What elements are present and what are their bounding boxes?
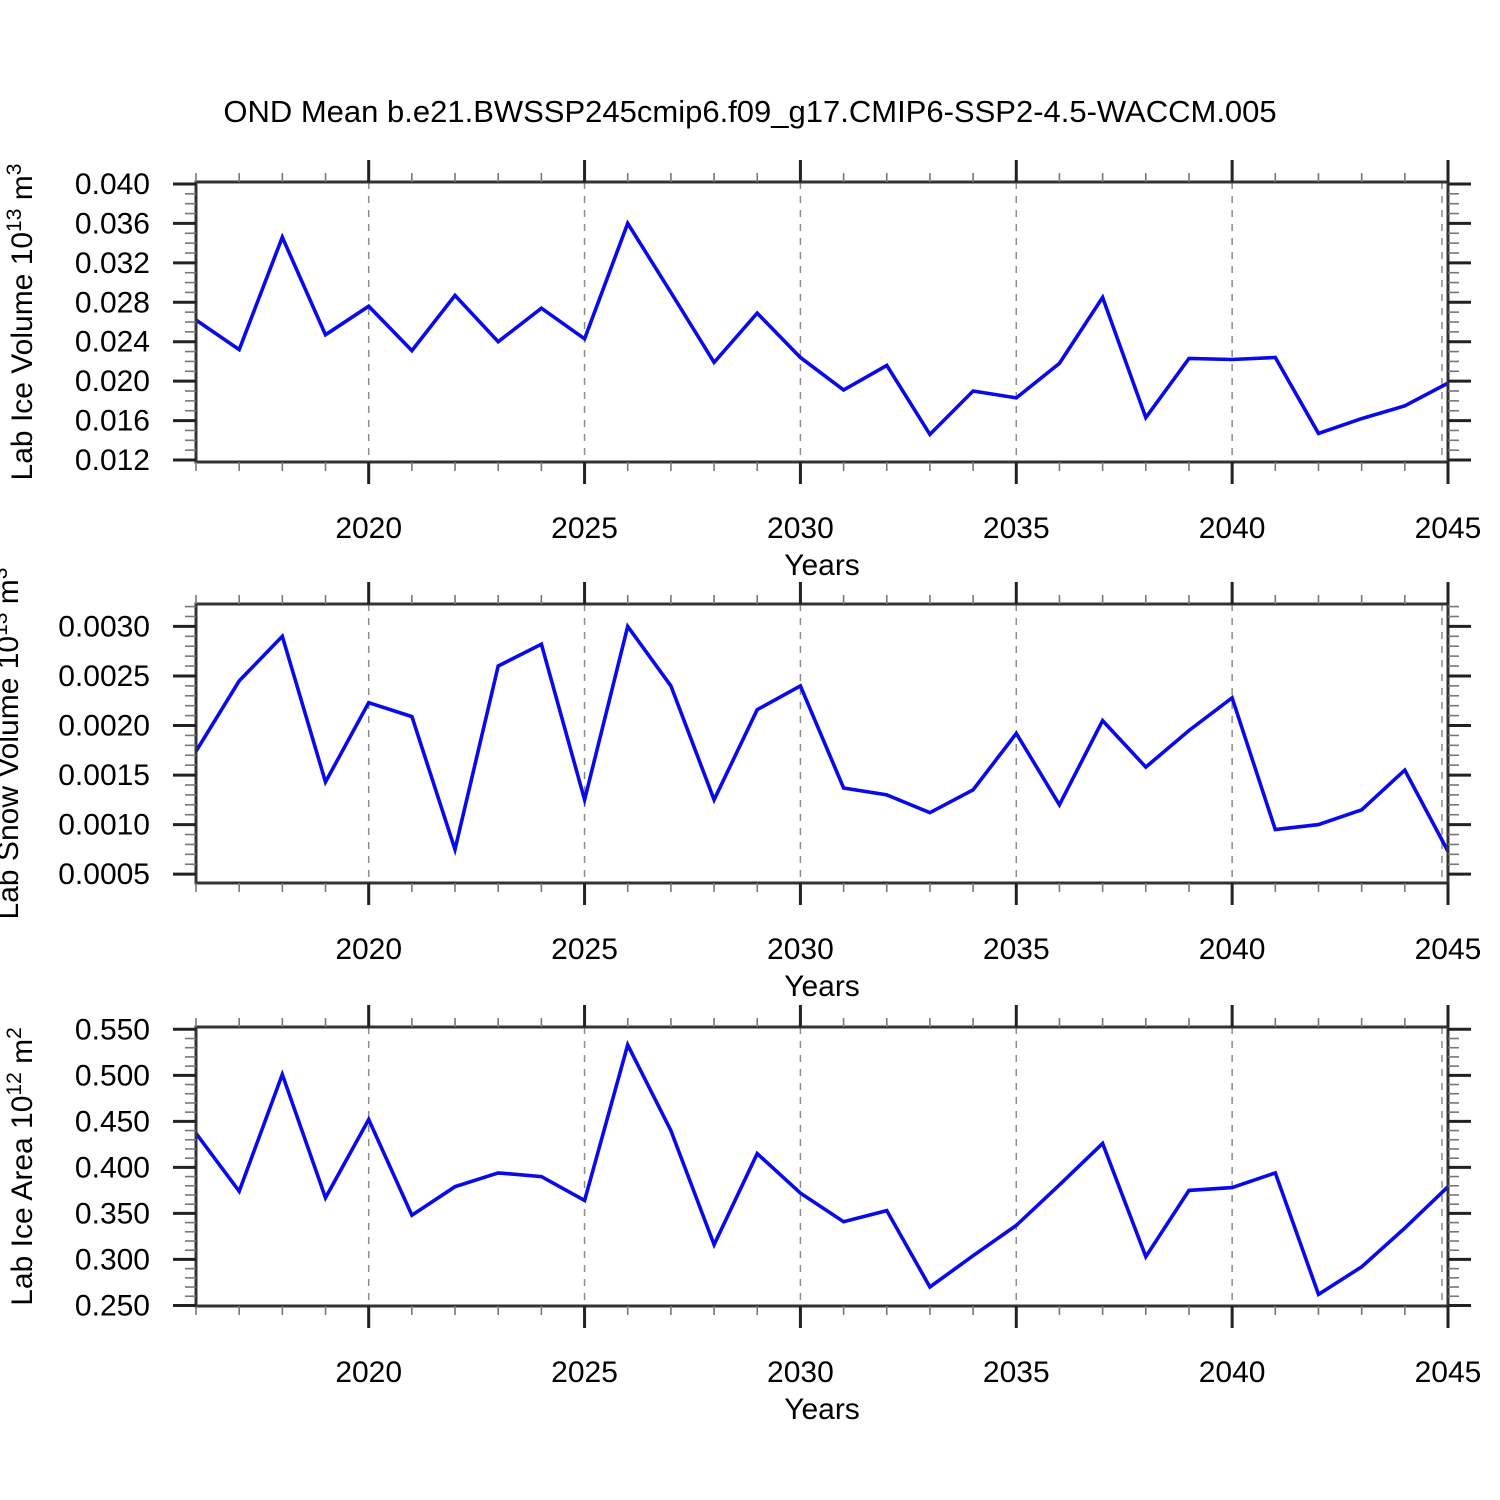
x-tick-label: 2035: [983, 933, 1050, 966]
x-tick-label: 2040: [1199, 1356, 1266, 1389]
y-tick-label: 0.300: [75, 1243, 150, 1276]
y-tick-label: 0.0005: [58, 858, 150, 891]
x-tick-label: 2030: [767, 1356, 834, 1389]
panel-lab-snow-volume: 2020 2025 2030 2035 2040 2045 0.0005 0.0010 0.00…: [0, 568, 1481, 1003]
x-axis-title: Years: [784, 549, 860, 582]
plot-frame: [194, 602, 1450, 885]
y-tick-label: 0.250: [75, 1289, 150, 1322]
x-tick-label: 2035: [983, 1356, 1050, 1389]
x-tick-label: 2030: [767, 933, 834, 966]
y-tick-label: 0.040: [75, 168, 150, 201]
y-axis-title: Lab Ice Area 1012 m2: [3, 1027, 39, 1306]
x-axis-title: Years: [784, 970, 860, 1003]
y-tick-label: 0.028: [75, 286, 150, 319]
y-tick-label: 0.016: [75, 405, 150, 438]
y-tick-label: 0.0025: [58, 660, 150, 693]
y-axis-title: Lab Ice Volume 1013 m3: [3, 164, 39, 481]
y-tick-label: 0.032: [75, 247, 150, 280]
y-tick-label: 0.0020: [58, 710, 150, 743]
x-tick-label: 2020: [335, 512, 402, 545]
x-tick-label: 2025: [551, 1356, 618, 1389]
y-tick-label: 0.550: [75, 1013, 150, 1046]
y-tick-label: 0.350: [75, 1197, 150, 1230]
y-tick-label: 0.024: [75, 326, 150, 359]
y-tick-label: 0.450: [75, 1105, 150, 1138]
x-tick-label: 2045: [1415, 933, 1482, 966]
y-tick-label: 0.020: [75, 365, 150, 398]
panel-lab-ice-volume: 2020 2025 2030 2035 2040 2045 0.012 0.016 0.020 0…: [3, 160, 1481, 582]
data-line-lab-ice-volume: [194, 219, 1449, 438]
y-tick-label: 0.400: [75, 1151, 150, 1184]
x-tick-label: 2035: [983, 512, 1050, 545]
x-tick-label: 2030: [767, 512, 834, 545]
y-tick-label: 0.036: [75, 207, 150, 240]
x-tick-label: 2040: [1199, 512, 1266, 545]
y-tick-label: 0.0030: [58, 610, 150, 643]
y-axis-title: Lab Snow Volume 1013 m3: [0, 568, 25, 920]
y-tick-label: 0.0015: [58, 759, 150, 792]
x-axis-title: Years: [784, 1393, 860, 1426]
y-tick-label: 0.500: [75, 1059, 150, 1092]
x-tick-label: 2020: [335, 1356, 402, 1389]
x-tick-label: 2025: [551, 933, 618, 966]
panel-lab-ice-area: 2020 2025 2030 2035 2040 2045 0.250 0.300 0.350 0…: [3, 1005, 1481, 1426]
x-tick-label: 2025: [551, 512, 618, 545]
plot-frame: [194, 1025, 1450, 1308]
data-line-lab-ice-area: [194, 1039, 1450, 1298]
y-tick-label: 0.012: [75, 444, 150, 477]
x-tick-label: 2040: [1199, 933, 1266, 966]
figure-title: OND Mean b.e21.BWSSP245cmip6.f09_g17.CMI…: [223, 94, 1277, 129]
data-line-lab-snow-volume: [194, 622, 1450, 857]
x-tick-label: 2020: [335, 933, 402, 966]
y-tick-label: 0.0010: [58, 809, 150, 842]
x-tick-label: 2045: [1415, 1356, 1482, 1389]
x-tick-label: 2045: [1415, 512, 1482, 545]
